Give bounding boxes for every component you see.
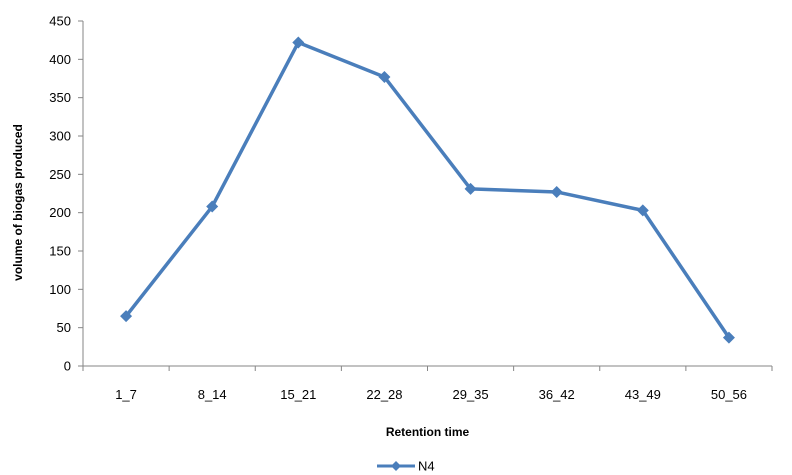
data-point-8-14 [206, 200, 219, 213]
y-tick-label-150: 150 [49, 244, 71, 259]
data-point-50-56 [722, 331, 735, 344]
y-tick-label-350: 350 [49, 90, 71, 105]
y-tick-label-100: 100 [49, 282, 71, 297]
axes [82, 21, 772, 367]
legend-label-n4: N4 [418, 459, 435, 474]
y-tick-label-200: 200 [49, 205, 71, 220]
y-tick-label-400: 400 [49, 52, 71, 67]
legend: N4 [377, 459, 435, 474]
series-layer [120, 36, 735, 344]
x-axis-ticks: 1_7 8_14 15_21 22_28 29_35 36_42 43_49 50_56 [82, 366, 773, 402]
data-point-15-21 [292, 36, 305, 49]
data-point-22-28 [378, 70, 391, 83]
y-tick-label-50: 50 [57, 320, 71, 335]
x-tick-label-1-7: 1_7 [115, 387, 137, 402]
x-tick-label-50-56: 50_56 [711, 387, 747, 402]
x-tick-label-36-42: 36_42 [539, 387, 575, 402]
data-point-36-42 [550, 185, 563, 198]
data-point-29-35 [464, 182, 477, 195]
data-point-43-49 [636, 204, 649, 217]
series-line-n4 [124, 40, 731, 340]
y-axis-ticks: 0 50 100 150 200 250 300 350 400 450 [49, 14, 83, 374]
y-tick-label-300: 300 [49, 129, 71, 144]
y-tick-label-450: 450 [49, 14, 71, 29]
x-tick-label-8-14: 8_14 [198, 387, 227, 402]
x-tick-label-43-49: 43_49 [625, 387, 661, 402]
x-tick-label-15-21: 15_21 [280, 387, 316, 402]
data-point-1-7 [120, 310, 133, 323]
legend-diamond-marker [391, 461, 401, 471]
x-tick-label-22-28: 22_28 [366, 387, 402, 402]
y-axis-title: volume of biogas produced [11, 124, 25, 281]
y-tick-label-0: 0 [64, 359, 71, 374]
x-axis-title: Retention time [386, 425, 470, 439]
y-tick-label-250: 250 [49, 167, 71, 182]
x-tick-label-29-35: 29_35 [452, 387, 488, 402]
